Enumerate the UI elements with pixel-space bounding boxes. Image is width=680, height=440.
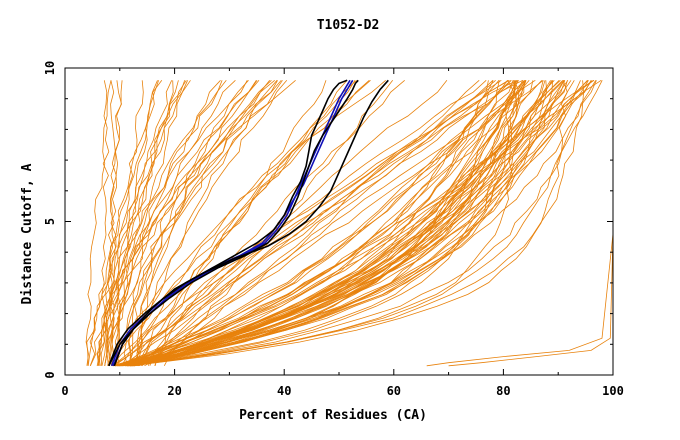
model-curve [448, 233, 614, 367]
model-curve [128, 80, 519, 367]
y-axis-label: Distance Cutoff, A [20, 163, 35, 304]
y-tick-label: 5 [43, 218, 57, 225]
model-curve [154, 79, 523, 366]
x-tick-label: 20 [167, 384, 181, 398]
model-curve [85, 80, 112, 366]
x-tick-label: 80 [496, 384, 510, 398]
model-curve [124, 80, 525, 367]
model-curve [115, 80, 158, 366]
model-curve [132, 80, 565, 367]
series-layer [108, 79, 389, 367]
model-curve [127, 80, 566, 367]
model-curve [130, 80, 568, 367]
model-curve [117, 80, 592, 367]
model-curve [121, 80, 516, 367]
model-curve [132, 80, 585, 367]
model-curve [132, 80, 524, 367]
model-curve [124, 80, 500, 367]
model-curve [113, 79, 519, 367]
model-curve [126, 80, 565, 367]
model-curve [115, 80, 514, 367]
x-tick-label: 100 [602, 384, 624, 398]
model-curve [122, 79, 496, 367]
y-tick-label: 0 [43, 371, 57, 378]
model-curve [126, 80, 500, 367]
model-curve [154, 80, 356, 366]
model-curve [131, 80, 357, 367]
model-curve [116, 80, 282, 366]
y-tick-label: 10 [43, 61, 57, 75]
model-curve [112, 80, 564, 367]
model-curve [112, 79, 510, 367]
model-curve [114, 80, 597, 367]
model-curve [114, 79, 386, 366]
x-axis-label: Percent of Residues (CA) [239, 408, 427, 423]
model-curve [130, 80, 544, 367]
model-curve [132, 80, 534, 367]
model-curve [109, 80, 116, 366]
model-curve [114, 80, 223, 366]
model-curve [138, 80, 370, 366]
x-tick-label: 40 [277, 384, 291, 398]
model-curve [125, 80, 518, 367]
model-curve [106, 80, 144, 366]
series-line-blue [112, 79, 354, 367]
model-curve [114, 79, 602, 367]
model-curve [104, 79, 275, 366]
model-curve [135, 80, 288, 366]
x-tick-label: 60 [387, 384, 401, 398]
model-curve [119, 80, 588, 367]
model-curve [112, 80, 191, 366]
model-curve [109, 80, 123, 366]
model-curve [128, 80, 597, 367]
model-curve [127, 79, 594, 367]
model-curve [134, 80, 554, 367]
model-curve [141, 79, 480, 367]
model-curve [113, 80, 560, 367]
model-curve [123, 80, 236, 366]
model-curve [97, 80, 249, 366]
model-curve [131, 80, 569, 367]
model-curve [130, 80, 553, 367]
model-curve [129, 80, 489, 367]
model-curve [117, 80, 512, 367]
model-curve [127, 80, 548, 367]
model-curve [96, 80, 188, 366]
model-curve [131, 79, 536, 367]
model-curve [112, 79, 509, 367]
x-tick-label: 0 [61, 384, 68, 398]
model-curve [122, 80, 553, 367]
model-curve [144, 80, 494, 367]
series-line-black [113, 79, 359, 367]
model-curve [118, 79, 595, 367]
model-curve [426, 233, 614, 367]
model-curve [115, 80, 543, 367]
bundle-layer [85, 79, 614, 367]
model-curve [87, 80, 159, 366]
model-curve [130, 79, 512, 367]
model-curve [126, 80, 518, 367]
model-curve [107, 80, 278, 366]
model-curve [149, 80, 448, 366]
model-curve [123, 80, 593, 367]
model-curve [127, 80, 257, 366]
model-curve [133, 80, 603, 367]
model-curve [106, 80, 283, 366]
model-curve [134, 80, 487, 367]
model-curve [121, 80, 527, 367]
model-curve [100, 80, 110, 366]
chart-title: T1052-D2 [317, 18, 380, 33]
model-curve [118, 80, 526, 367]
model-curve [120, 80, 520, 367]
ticks-layer: 0 20 40 60 80 100 0 5 10 [43, 61, 624, 398]
model-curve [118, 80, 527, 367]
series-line-black [108, 79, 389, 367]
